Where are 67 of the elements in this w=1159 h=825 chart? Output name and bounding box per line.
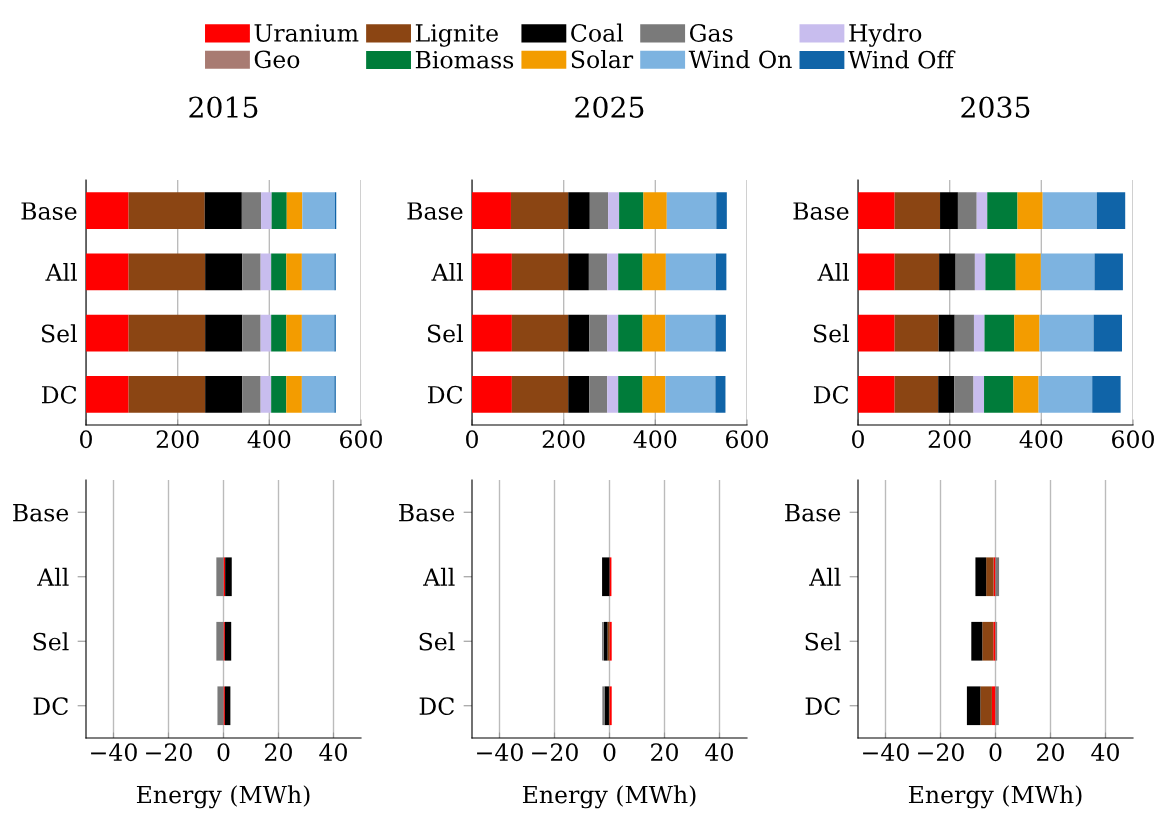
y-tick-label: All (423, 567, 455, 586)
x-axis-title: Energy (MWh) (908, 785, 1082, 809)
y-tick-label: DC (427, 385, 463, 404)
y-tick-label: All (809, 567, 841, 586)
x-tick-label: 20 (265, 743, 292, 762)
y-tick-label: Sel (33, 632, 69, 651)
y-tick-label: DC (805, 697, 840, 716)
x-axis-title: Energy (MWh) (136, 785, 310, 809)
chart-title: 2015 (189, 96, 258, 118)
legend-label: Uranium (254, 24, 359, 42)
y-tick-label: Base (785, 504, 841, 522)
legend-label: Geo (254, 50, 300, 69)
y-tick-label: Sel (41, 324, 77, 343)
x-tick-label: 40 (1091, 743, 1119, 762)
x-tick-label: 0 (852, 430, 864, 449)
y-tick-label: All (45, 262, 77, 281)
legend-label: Wind On (688, 50, 792, 69)
x-tick-label: 600 (340, 430, 382, 449)
chart-title: 2035 (961, 96, 1030, 118)
x-tick-label: −20 (146, 743, 192, 762)
legend-label: Hydro (849, 23, 922, 47)
x-tick-label: 0 (466, 430, 478, 449)
x-tick-label: 200 (156, 430, 199, 449)
legend-label: Solar (571, 50, 634, 69)
x-tick-label: 40 (319, 743, 347, 762)
y-tick-label: Base (793, 202, 849, 220)
y-tick-label: Base (13, 504, 69, 522)
y-tick-label: DC (419, 697, 454, 716)
x-tick-label: 400 (633, 430, 677, 449)
y-tick-label: Sel (427, 324, 463, 343)
x-tick-label: 0 (80, 430, 92, 449)
legend-label: Gas (689, 24, 733, 42)
y-tick-label: DC (813, 385, 849, 404)
y-tick-label: All (817, 262, 849, 281)
y-tick-label: All (37, 567, 69, 586)
x-tick-label: −20 (918, 743, 964, 762)
y-tick-label: Sel (805, 632, 841, 651)
x-tick-label: 0 (603, 743, 616, 762)
x-tick-label: −40 (863, 743, 909, 762)
y-tick-label: Base (399, 504, 455, 522)
y-tick-label: Base (21, 202, 77, 220)
x-tick-label: 600 (726, 430, 768, 449)
chart-title: 2025 (575, 96, 644, 118)
legend-label: Wind Off (848, 50, 956, 69)
y-tick-label: All (431, 262, 463, 281)
x-tick-label: 200 (542, 430, 585, 449)
x-tick-label: 0 (217, 743, 230, 762)
x-tick-label: −20 (532, 743, 578, 762)
legend-label: Lignite (415, 24, 498, 47)
x-tick-label: −40 (477, 743, 523, 762)
x-axis-title: Energy (MWh) (522, 785, 696, 809)
x-tick-label: 200 (928, 430, 971, 449)
x-tick-label: 0 (989, 743, 1002, 762)
legend-label: Biomass (415, 50, 514, 69)
x-tick-label: −40 (91, 743, 137, 762)
x-tick-label: 20 (651, 743, 678, 762)
x-tick-label: 600 (1112, 430, 1154, 449)
x-tick-label: 40 (705, 743, 733, 762)
x-tick-label: 20 (1037, 743, 1064, 762)
legend-label: Coal (571, 23, 624, 42)
y-tick-label: Base (407, 202, 463, 220)
y-tick-label: DC (41, 385, 77, 404)
y-tick-label: Sel (419, 632, 455, 651)
y-tick-label: Sel (813, 324, 849, 343)
x-tick-label: 400 (1019, 430, 1063, 449)
x-tick-label: 400 (247, 430, 291, 449)
y-tick-label: DC (33, 697, 68, 716)
